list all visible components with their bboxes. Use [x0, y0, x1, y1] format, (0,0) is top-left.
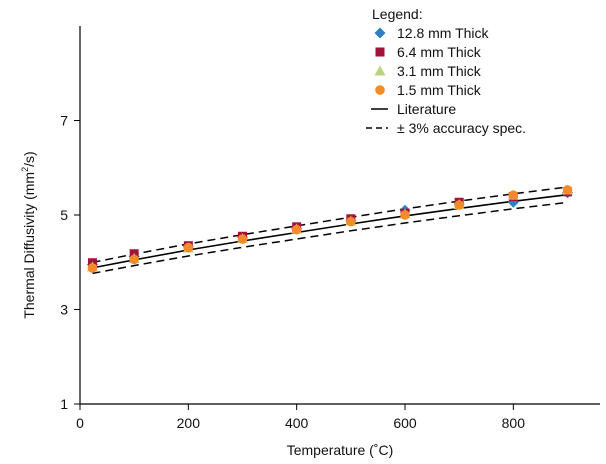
accuracy-spec-upper-line	[92, 186, 568, 264]
legend-label-6-4-mm-thick: 6.4 mm Thick	[397, 44, 482, 60]
point-1-5-mm-thick	[291, 224, 302, 235]
legend-swatch-6-4-mm-thick	[375, 47, 385, 57]
axes	[79, 26, 600, 405]
legend-label-literature: Literature	[397, 101, 456, 117]
legend-swatch-1-5-mm-thick	[375, 85, 385, 95]
y-tick-label: 5	[60, 207, 68, 223]
y-axis-title-superscript: 2	[20, 167, 30, 172]
point-1-5-mm-thick	[129, 254, 139, 265]
point-1-5-mm-thick	[400, 210, 410, 220]
y-tick-label: 7	[60, 113, 68, 129]
y-tick-label: 1	[60, 396, 68, 412]
x-ticks: 0 200 400 600 800	[76, 404, 525, 431]
point-1-5-mm-thick	[237, 234, 248, 244]
x-tick-label: 400	[285, 415, 309, 431]
y-axis-title: Thermal Diffusivity (mm2/s)	[20, 151, 37, 318]
legend-title: Legend:	[372, 6, 423, 22]
legend: Legend: 12.8 mm Thick 6.4 mm Thick 3.1 mm …	[366, 6, 526, 136]
accuracy-spec-lower-line	[92, 201, 568, 275]
y-axis-title-main: Thermal Diffusivity (mm	[21, 172, 37, 319]
legend-label-1-5-mm-thick: 1.5 mm Thick	[397, 82, 482, 98]
legend-swatch-12-8-mm-thick	[374, 27, 386, 39]
legend-swatch-3-1-mm-thick	[374, 65, 386, 76]
x-axis-title: Temperature (˚C)	[287, 442, 394, 458]
x-tick-label: 200	[177, 415, 201, 431]
point-1-5-mm-thick	[87, 263, 98, 273]
curves	[92, 186, 568, 275]
x-tick-label: 600	[393, 415, 417, 431]
legend-entries: 12.8 mm Thick 6.4 mm Thick 3.1 mm Thick 1.5…	[366, 25, 526, 136]
y-axis-title-tail: /s)	[21, 151, 37, 167]
legend-label-3-1-mm-thick: 3.1 mm Thick	[397, 63, 482, 79]
point-1-5-mm-thick	[508, 190, 519, 200]
legend-label-12-8-mm-thick: 12.8 mm Thick	[397, 25, 490, 41]
point-1-5-mm-thick	[183, 242, 194, 253]
data-markers	[86, 184, 573, 273]
point-1-5-mm-thick	[346, 216, 356, 227]
legend-label-3-accuracy-spec: ± 3% accuracy spec.	[397, 120, 526, 136]
x-tick-label: 800	[502, 415, 526, 431]
y-ticks: 1 3 5 7	[60, 113, 80, 412]
y-tick-label: 3	[60, 302, 68, 318]
point-1-5-mm-thick	[454, 200, 464, 210]
x-tick-label: 0	[76, 415, 84, 431]
literature-line	[92, 193, 568, 269]
point-1-5-mm-thick	[562, 185, 573, 195]
